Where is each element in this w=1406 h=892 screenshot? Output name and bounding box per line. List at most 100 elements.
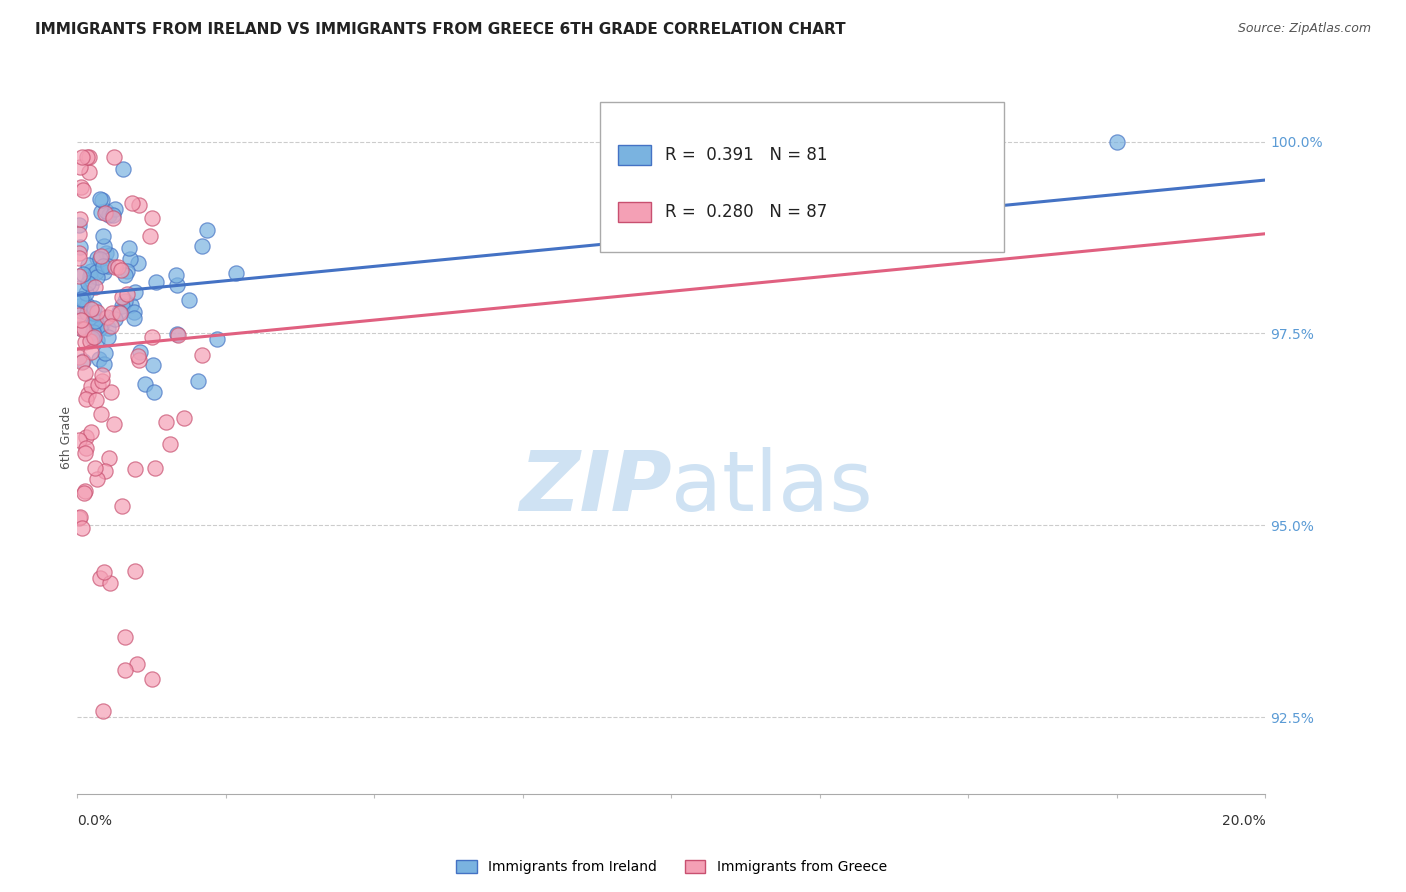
Point [100, 319, 122, 334]
FancyBboxPatch shape [617, 202, 651, 222]
Point [94, 464, 117, 478]
Point [89, 192, 111, 206]
Point [70, 521, 93, 535]
Point [127, 349, 149, 363]
Point [72, 268, 94, 282]
Point [75, 392, 97, 406]
Point [75, 286, 97, 301]
Point [141, 330, 163, 344]
Point [67, 268, 90, 283]
Point [111, 499, 134, 513]
Point [114, 293, 136, 308]
Point [67, 219, 90, 233]
Point [159, 437, 181, 451]
Point [142, 358, 165, 372]
Point [80, 425, 103, 440]
Point [112, 161, 135, 176]
Point [86, 333, 108, 347]
Point [80, 264, 103, 278]
Point [94, 245, 117, 260]
Point [67, 281, 90, 295]
Point [110, 262, 132, 277]
Point [89, 571, 111, 585]
Point [91, 368, 114, 382]
Point [83, 314, 105, 328]
Point [141, 211, 163, 225]
Point [72, 321, 94, 335]
Point [77, 276, 100, 290]
Point [108, 305, 131, 319]
Point [67, 308, 90, 322]
Point [89, 352, 111, 367]
Point [75, 483, 97, 498]
Point [177, 293, 200, 307]
Point [70, 313, 93, 327]
Point [120, 298, 142, 312]
Point [141, 672, 163, 686]
Point [155, 415, 177, 429]
Point [173, 411, 195, 425]
Point [101, 208, 124, 222]
Point [127, 657, 149, 671]
Point [82, 317, 104, 331]
Point [76, 150, 98, 164]
Point [93, 265, 115, 279]
Point [124, 565, 146, 579]
Point [101, 211, 124, 225]
Point [69, 321, 91, 335]
Point [70, 292, 93, 306]
Point [145, 275, 167, 289]
Point [225, 266, 247, 280]
Point [93, 565, 115, 579]
Point [80, 301, 103, 316]
Point [100, 384, 122, 399]
Point [75, 442, 97, 456]
Point [67, 227, 90, 242]
Point [98, 208, 121, 222]
Point [90, 407, 112, 421]
Point [77, 150, 100, 164]
Point [93, 238, 115, 252]
Point [100, 248, 122, 262]
Point [69, 161, 91, 175]
Point [94, 205, 117, 219]
Point [70, 322, 93, 336]
Point [86, 472, 108, 486]
Point [104, 202, 127, 216]
Point [114, 630, 136, 644]
Point [120, 252, 142, 267]
Point [75, 430, 97, 444]
Point [69, 304, 91, 318]
Point [72, 183, 94, 197]
Point [115, 263, 138, 277]
Point [166, 328, 188, 343]
Point [79, 268, 101, 283]
Point [86, 251, 108, 265]
Point [111, 299, 134, 313]
Point [122, 310, 145, 325]
Point [97, 259, 120, 273]
Point [191, 239, 214, 253]
Point [67, 351, 90, 365]
Point [100, 306, 122, 320]
Point [103, 417, 125, 432]
Point [93, 357, 115, 371]
Point [69, 510, 91, 524]
Point [91, 374, 114, 388]
Point [129, 345, 152, 359]
Point [103, 150, 125, 164]
Point [72, 354, 94, 368]
Point [98, 451, 121, 466]
FancyBboxPatch shape [617, 145, 651, 165]
Point [122, 305, 145, 319]
Point [83, 330, 105, 344]
Text: Source: ZipAtlas.com: Source: ZipAtlas.com [1237, 22, 1371, 36]
Text: atlas: atlas [672, 447, 873, 527]
Point [84, 279, 107, 293]
Point [79, 334, 101, 348]
Point [77, 258, 100, 272]
Text: R =  0.391   N = 81: R = 0.391 N = 81 [665, 146, 828, 164]
Point [143, 460, 166, 475]
Point [114, 663, 136, 677]
Point [84, 310, 107, 325]
